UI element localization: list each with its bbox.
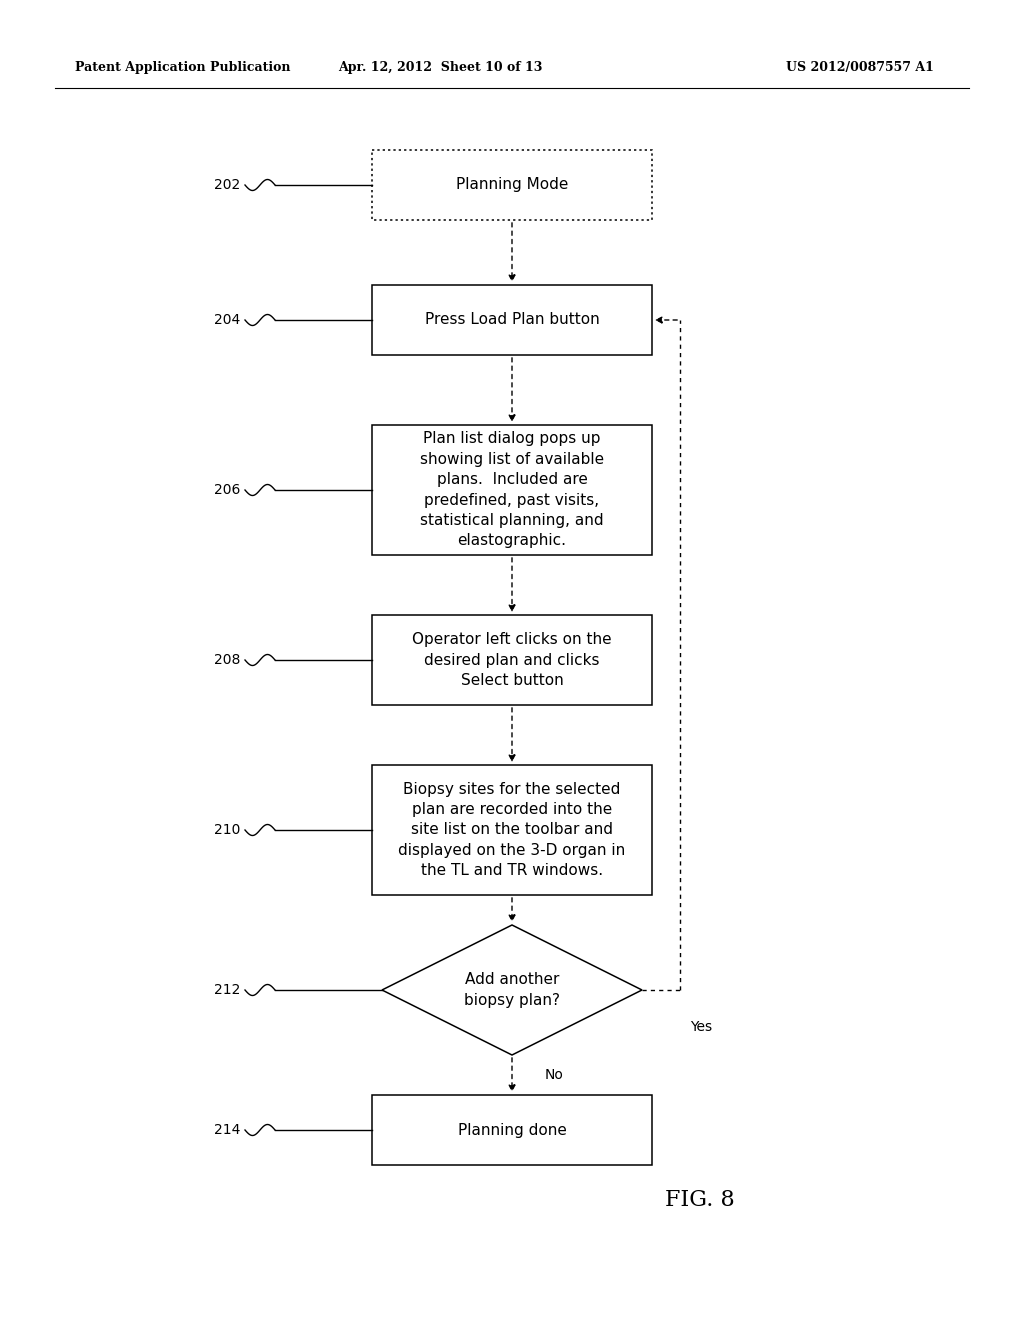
Text: Patent Application Publication: Patent Application Publication [75, 62, 291, 74]
Text: Press Load Plan button: Press Load Plan button [425, 313, 599, 327]
Text: No: No [545, 1068, 564, 1082]
Text: US 2012/0087557 A1: US 2012/0087557 A1 [786, 62, 934, 74]
Text: Operator left clicks on the
desired plan and clicks
Select button: Operator left clicks on the desired plan… [413, 632, 611, 688]
Bar [372, 766, 652, 895]
Bar [372, 150, 652, 220]
Text: 206: 206 [214, 483, 240, 498]
Text: Planning Mode: Planning Mode [456, 177, 568, 193]
Polygon shape [382, 925, 642, 1055]
Text: Yes: Yes [690, 1020, 712, 1034]
Text: Biopsy sites for the selected
plan are recorded into the
site list on the toolba: Biopsy sites for the selected plan are r… [398, 781, 626, 878]
Text: Add another
biopsy plan?: Add another biopsy plan? [464, 973, 560, 1007]
Bar [372, 615, 652, 705]
Text: Plan list dialog pops up
showing list of available
plans.  Included are
predefin: Plan list dialog pops up showing list of… [420, 432, 604, 549]
Text: FIG. 8: FIG. 8 [666, 1189, 735, 1210]
Bar [372, 425, 652, 554]
Text: 202: 202 [214, 178, 240, 191]
Bar [372, 1096, 652, 1166]
Text: Planning done: Planning done [458, 1122, 566, 1138]
Text: 214: 214 [214, 1123, 240, 1137]
Text: Apr. 12, 2012  Sheet 10 of 13: Apr. 12, 2012 Sheet 10 of 13 [338, 62, 543, 74]
Text: 212: 212 [214, 983, 240, 997]
Text: 208: 208 [214, 653, 240, 667]
Text: 210: 210 [214, 822, 240, 837]
Bar [372, 285, 652, 355]
Text: 204: 204 [214, 313, 240, 327]
